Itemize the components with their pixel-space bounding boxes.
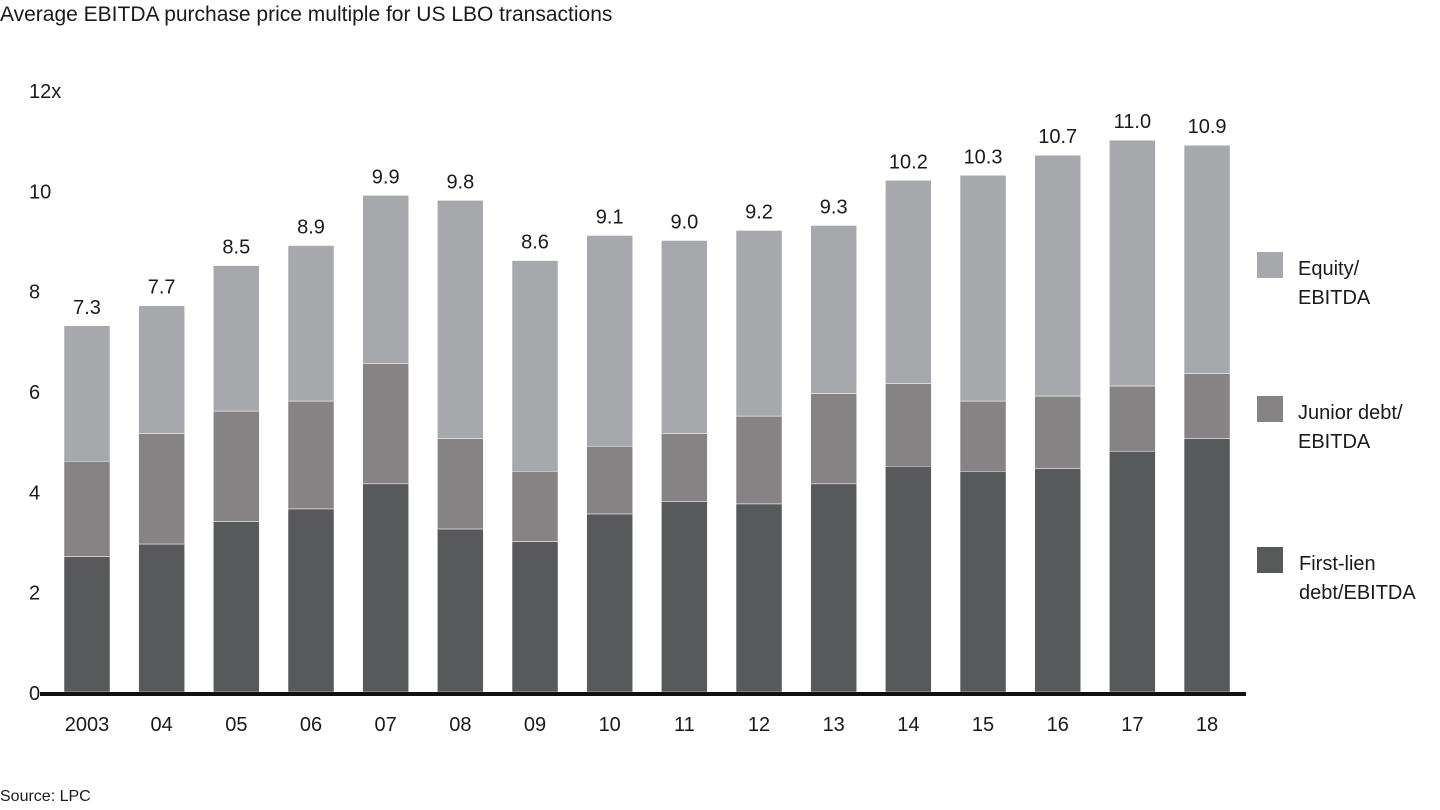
bar-segment-first-lien-debt-ebitda — [1034, 468, 1081, 693]
legend-label: Equity/ — [1298, 258, 1360, 280]
x-tick-label: 18 — [1196, 714, 1218, 736]
y-tick-label: 4 — [29, 482, 40, 504]
y-tick-label: 12x — [29, 81, 61, 103]
bar-segment-equity-ebitda — [1034, 154, 1081, 397]
x-tick-label: 2003 — [65, 714, 110, 736]
bar-segment-junior-debt-ebitda — [885, 383, 932, 467]
bar-segment-first-lien-debt-ebitda — [362, 483, 409, 693]
source-note: Source: LPC — [0, 788, 91, 805]
chart-title: Average EBITDA purchase price multiple f… — [0, 3, 613, 26]
total-data-label: 9.8 — [446, 171, 474, 193]
bar-segment-first-lien-debt-ebitda — [63, 556, 111, 693]
bar-segment-equity-ebitda — [437, 200, 484, 439]
bar-segment-first-lien-debt-ebitda — [1183, 438, 1231, 693]
x-tick-label: 06 — [300, 714, 322, 736]
bar-segment-junior-debt-ebitda — [213, 410, 260, 522]
bar-segment-junior-debt-ebitda — [138, 433, 185, 545]
total-data-label: 9.0 — [670, 212, 698, 234]
bar-segment-first-lien-debt-ebitda — [1109, 450, 1156, 693]
bar-segment-equity-ebitda — [885, 180, 932, 384]
bar-segment-equity-ebitda — [735, 230, 783, 417]
bar-segment-equity-ebitda — [959, 175, 1007, 402]
bar-segment-junior-debt-ebitda — [362, 363, 409, 485]
bar-segment-junior-debt-ebitda — [735, 415, 783, 505]
bar-segment-junior-debt-ebitda — [511, 471, 559, 542]
legend-swatch — [1257, 547, 1283, 573]
total-data-label: 8.9 — [297, 217, 325, 239]
bar-segment-first-lien-debt-ebitda — [586, 513, 633, 693]
bar-segment-junior-debt-ebitda — [810, 393, 857, 485]
legend-label: Junior debt/ — [1298, 402, 1403, 424]
legend-label: EBITDA — [1298, 431, 1371, 453]
legend-label: First-lien — [1299, 553, 1376, 575]
bar-segment-junior-debt-ebitda — [586, 445, 633, 515]
bar-segment-equity-ebitda — [287, 245, 335, 402]
x-tick-label: 04 — [151, 714, 173, 736]
x-tick-label: 13 — [823, 714, 845, 736]
bar-segment-equity-ebitda — [1183, 144, 1231, 374]
x-tick-label: 12 — [748, 714, 770, 736]
total-data-label: 9.3 — [820, 196, 848, 218]
bar-segment-equity-ebitda — [138, 305, 185, 434]
total-data-label: 9.1 — [596, 206, 624, 228]
bar-segment-equity-ebitda — [810, 225, 857, 394]
x-tick-label: 09 — [524, 714, 546, 736]
total-data-label: 8.5 — [222, 237, 250, 259]
legend-swatch — [1257, 252, 1283, 278]
legend-label: debt/EBITDA — [1299, 582, 1416, 604]
x-tick-label: 16 — [1047, 714, 1069, 736]
bar-segment-first-lien-debt-ebitda — [437, 528, 484, 693]
bar-segment-junior-debt-ebitda — [287, 400, 335, 510]
bar-segment-first-lien-debt-ebitda — [213, 521, 260, 693]
x-tick-label: 14 — [897, 714, 919, 736]
total-data-label: 8.6 — [521, 232, 549, 254]
y-tick-label: 2 — [29, 583, 40, 605]
bar-segment-junior-debt-ebitda — [1183, 373, 1231, 439]
bar-segment-equity-ebitda — [63, 325, 111, 462]
bar-segment-equity-ebitda — [586, 235, 633, 447]
total-data-label: 9.9 — [372, 166, 400, 188]
bar-segment-first-lien-debt-ebitda — [661, 501, 708, 693]
total-data-label: 10.3 — [964, 146, 1003, 168]
total-data-label: 9.2 — [745, 201, 773, 223]
x-tick-label: 07 — [375, 714, 397, 736]
bar-segment-equity-ebitda — [362, 195, 409, 364]
y-tick-label: 8 — [29, 282, 40, 304]
x-tick-label: 10 — [599, 714, 621, 736]
bar-segment-junior-debt-ebitda — [661, 433, 708, 502]
x-tick-label: 08 — [449, 714, 471, 736]
y-tick-label: 6 — [29, 382, 40, 404]
bar-segment-first-lien-debt-ebitda — [885, 466, 932, 693]
bar-segment-first-lien-debt-ebitda — [810, 483, 857, 693]
y-tick-label: 10 — [29, 181, 51, 203]
bar-segment-junior-debt-ebitda — [959, 400, 1007, 472]
total-data-label: 11.0 — [1114, 111, 1151, 133]
bar-segment-first-lien-debt-ebitda — [959, 471, 1007, 693]
bar-segment-first-lien-debt-ebitda — [138, 543, 185, 693]
total-data-label: 10.7 — [1038, 126, 1077, 148]
bar-segment-junior-debt-ebitda — [1034, 395, 1081, 470]
bar-segment-equity-ebitda — [1109, 139, 1156, 387]
legend-swatch — [1257, 396, 1283, 422]
bar-segment-equity-ebitda — [213, 265, 260, 412]
total-data-label: 7.7 — [148, 277, 176, 299]
y-tick-label: 0 — [29, 683, 40, 705]
bar-segment-first-lien-debt-ebitda — [735, 503, 783, 693]
bar-segment-junior-debt-ebitda — [63, 460, 111, 557]
bar-segment-junior-debt-ebitda — [437, 438, 484, 530]
bar-segment-equity-ebitda — [661, 240, 708, 434]
bar-segment-junior-debt-ebitda — [1109, 385, 1156, 452]
bar-segment-equity-ebitda — [511, 260, 559, 472]
total-data-label: 10.9 — [1188, 116, 1227, 138]
x-tick-label: 11 — [674, 714, 695, 736]
x-tick-label: 15 — [972, 714, 994, 736]
x-tick-label: 17 — [1121, 714, 1143, 736]
bar-segment-first-lien-debt-ebitda — [287, 508, 335, 693]
legend-label: EBITDA — [1298, 287, 1371, 309]
x-tick-label: 05 — [225, 714, 247, 736]
bar-segment-first-lien-debt-ebitda — [511, 541, 559, 693]
total-data-label: 7.3 — [73, 297, 101, 319]
total-data-label: 10.2 — [889, 151, 928, 173]
